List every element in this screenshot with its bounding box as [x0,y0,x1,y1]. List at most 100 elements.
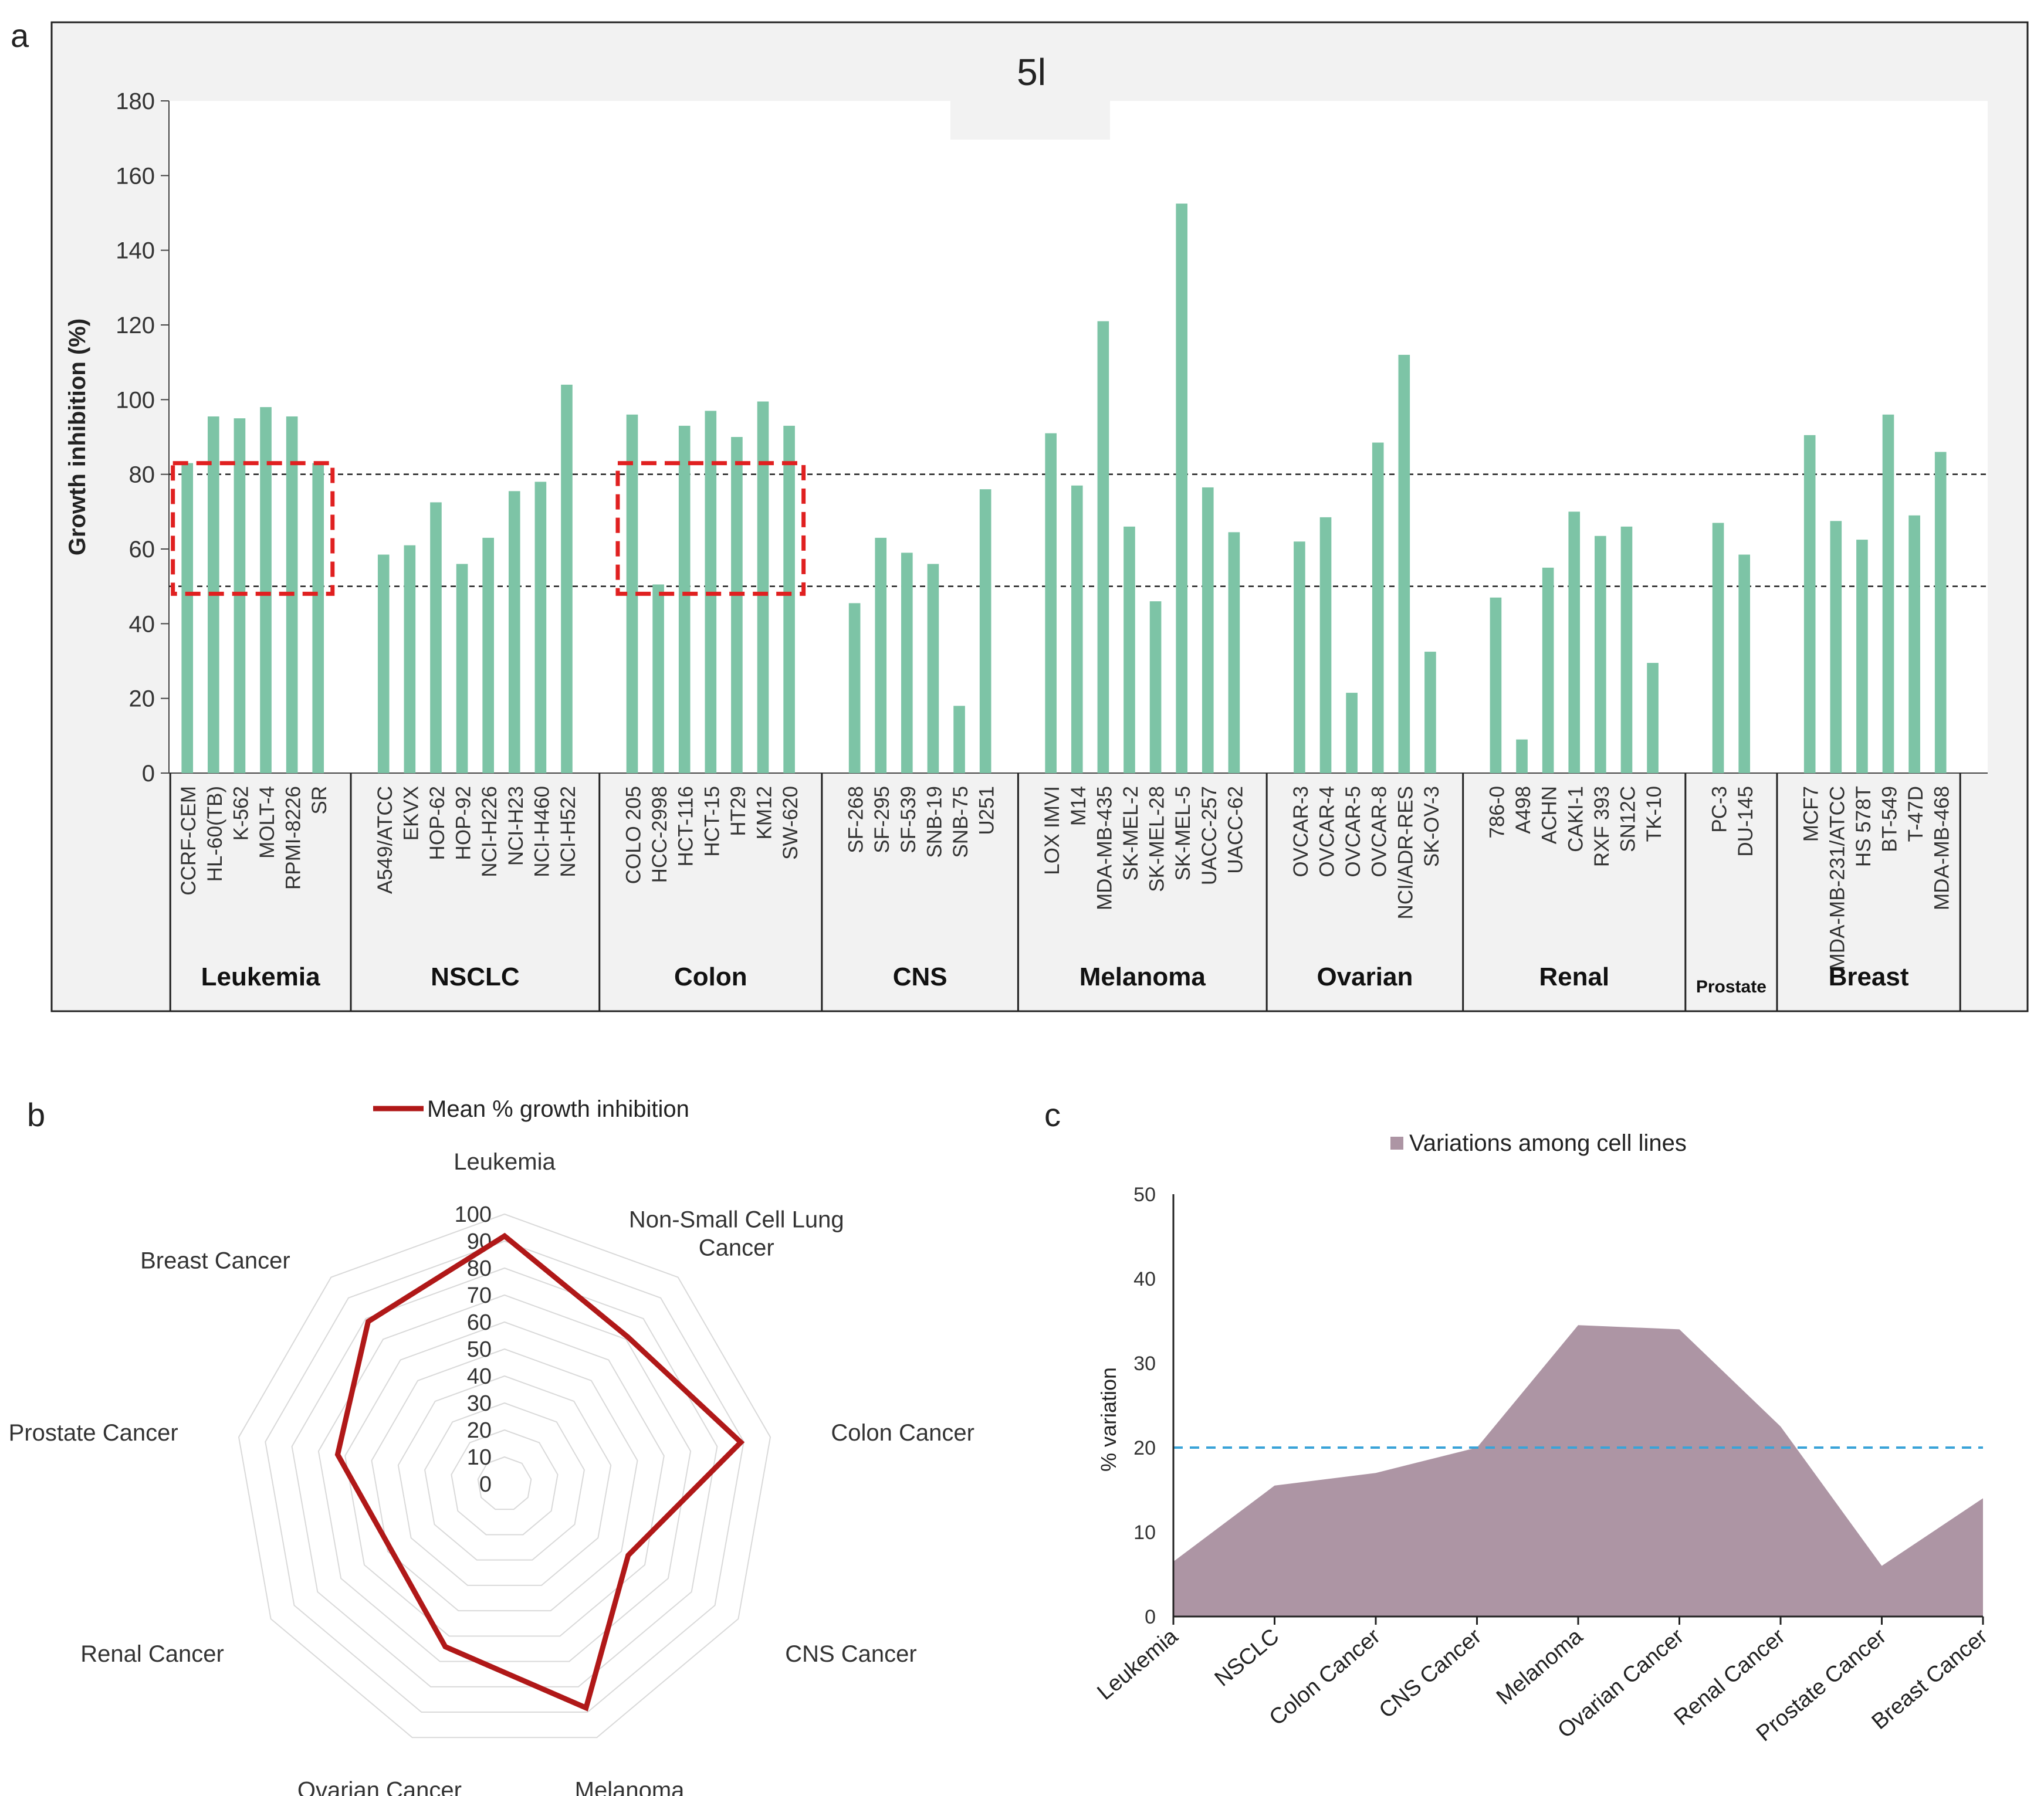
bar [1542,567,1554,773]
category-label: RXF 393 [1590,786,1613,867]
group-label: CNS [893,963,947,991]
area-legend-swatch [1390,1137,1403,1150]
radar-tick-label: 50 [467,1337,492,1362]
area-legend-label: Variations among cell lines [1409,1130,1687,1156]
category-label: SNB-75 [949,786,972,858]
y-tick-label: 160 [116,163,155,189]
bar [1149,601,1162,773]
area-series [1173,1325,1983,1617]
category-label: HCT-15 [700,786,723,857]
category-label: DU-145 [1734,786,1757,857]
radar-tick-label: 10 [467,1445,492,1470]
x-tick-label: Colon Cancer [1265,1624,1385,1730]
bar [1830,521,1842,773]
bar [1712,523,1724,773]
radar-axis-label: Renal Cancer [80,1641,224,1667]
bar-chart-panel: 5l Growth inhibition (%) 0 20 40 60 80 100 120… [50,21,2029,1012]
bar [1202,487,1214,773]
bar [1738,554,1750,773]
category-labels: CCRF-CEM HL-60(TB) K-562 MOLT-4 RPMI-8226 SR A… [177,786,1953,970]
category-label: CAKI-1 [1564,786,1587,852]
bar [1071,485,1083,773]
category-label: HCC-2998 [648,786,671,883]
y-tick-label: 120 [116,313,155,338]
highlight-box [171,461,335,596]
bar [456,564,468,773]
bar [783,425,795,773]
x-tick-label: Leukemia [1093,1624,1183,1705]
category-label: HL-60(TB) [204,786,226,882]
category-label: UACC-257 [1198,786,1221,885]
bar [404,545,416,773]
y-tick-label: 140 [116,238,155,264]
radar-grid [238,1213,771,1739]
bar [875,537,887,773]
bar [508,491,520,773]
radar-tick-label: 100 [455,1202,492,1227]
radar-ring [451,1429,559,1536]
bar [1045,433,1057,773]
y-tick-label: 20 [129,686,155,712]
bar [1908,515,1920,773]
bar [260,407,272,773]
bar [377,554,390,773]
category-label: SK-MEL-5 [1172,786,1194,880]
radar-tick-label: 20 [467,1418,492,1443]
y-tick-label: 50 [1133,1184,1156,1206]
category-label: SN12C [1616,786,1639,852]
category-label: SF-539 [897,786,920,853]
category-label: COLO 205 [622,786,645,884]
category-label: ACHN [1538,786,1561,844]
category-label: K-562 [229,786,252,841]
category-label: T-47D [1904,786,1927,842]
radar-line [334,1232,745,1712]
bars [181,204,1947,773]
bar [1568,511,1581,773]
y-tick-label: 60 [129,537,155,562]
group-label: Prostate [1696,977,1766,997]
panel-label-a: a [11,17,29,54]
x-tick-label: NSCLC [1210,1624,1284,1692]
bar [652,584,664,773]
radar-axis-label: Prostate Cancer [9,1420,178,1446]
category-label: SK-OV-3 [1420,786,1443,867]
category-label: NCI/ADR-RES [1394,786,1417,920]
radar-ring [477,1456,532,1510]
y-axis: 0 20 40 60 80 100 120 140 160 180 [116,89,1988,787]
radar-axis-label: Colon Cancer [831,1420,974,1446]
radar-axis-label: Non-Small Cell Lung Cancer [629,1207,844,1260]
radar-tick-label: 0 [479,1472,492,1497]
bar [1176,204,1187,773]
category-label: OVCAR-4 [1316,786,1339,877]
bar [848,603,861,773]
category-label: NCI-H23 [505,786,527,866]
category-label: NCI-H226 [478,786,501,877]
area-chart-panel: Variations among cell lines % variation … [1093,1130,1992,1746]
bar [757,401,769,773]
group-label: Breast [1829,963,1909,991]
bar-chart-ylabel: Growth inhibition (%) [65,318,90,555]
group-label: Ovarian [1317,963,1413,991]
bar [1490,597,1502,773]
category-label: SF-295 [871,786,894,853]
radar-tick-label: 80 [467,1256,492,1281]
category-label: A498 [1512,786,1535,834]
bar [181,463,194,773]
y-tick-label: 80 [129,462,155,488]
bar [731,437,743,773]
bar [1647,663,1659,773]
y-tick-label: 20 [1133,1437,1156,1459]
area-fill [1173,1325,1983,1617]
radar-series [334,1232,745,1712]
group-label: Renal [1539,963,1609,991]
group-label: NSCLC [431,963,520,991]
category-label: MDA-MB-468 [1931,786,1954,910]
radar-ring [344,1321,665,1637]
bar [312,463,324,773]
area-chart-ylabel: % variation [1097,1367,1121,1472]
bar [534,482,547,773]
category-label: EKVX [400,786,422,841]
radar-ring [424,1402,585,1561]
category-label: A549/ATCC [374,786,397,894]
radar-ring [371,1348,638,1612]
